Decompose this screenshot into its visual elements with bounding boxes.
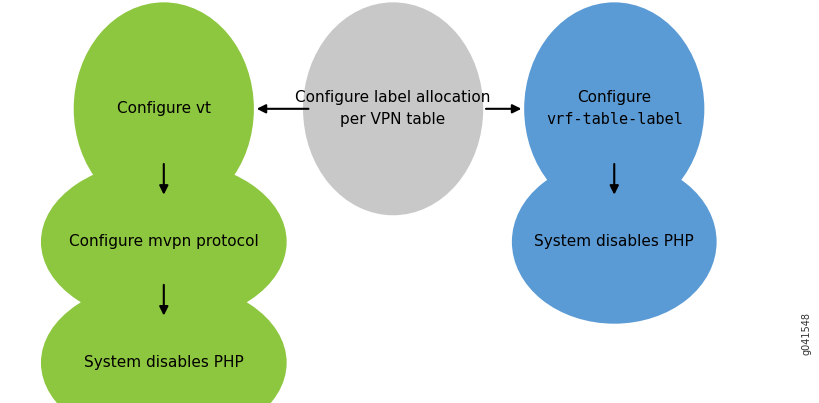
Text: g041548: g041548 [802, 312, 812, 355]
Text: Configure: Configure [577, 90, 651, 105]
Ellipse shape [512, 160, 717, 324]
Text: Configure mvpn protocol: Configure mvpn protocol [69, 234, 259, 249]
Text: Configure label allocation: Configure label allocation [296, 90, 491, 105]
Ellipse shape [303, 2, 483, 215]
Text: System disables PHP: System disables PHP [84, 355, 244, 370]
Text: Configure vt: Configure vt [117, 101, 210, 116]
Text: System disables PHP: System disables PHP [534, 234, 695, 249]
Ellipse shape [524, 2, 704, 215]
Ellipse shape [41, 160, 287, 324]
Ellipse shape [41, 281, 287, 403]
Text: vrf-table-label: vrf-table-label [545, 112, 683, 127]
Text: per VPN table: per VPN table [341, 112, 446, 127]
Ellipse shape [74, 2, 254, 215]
